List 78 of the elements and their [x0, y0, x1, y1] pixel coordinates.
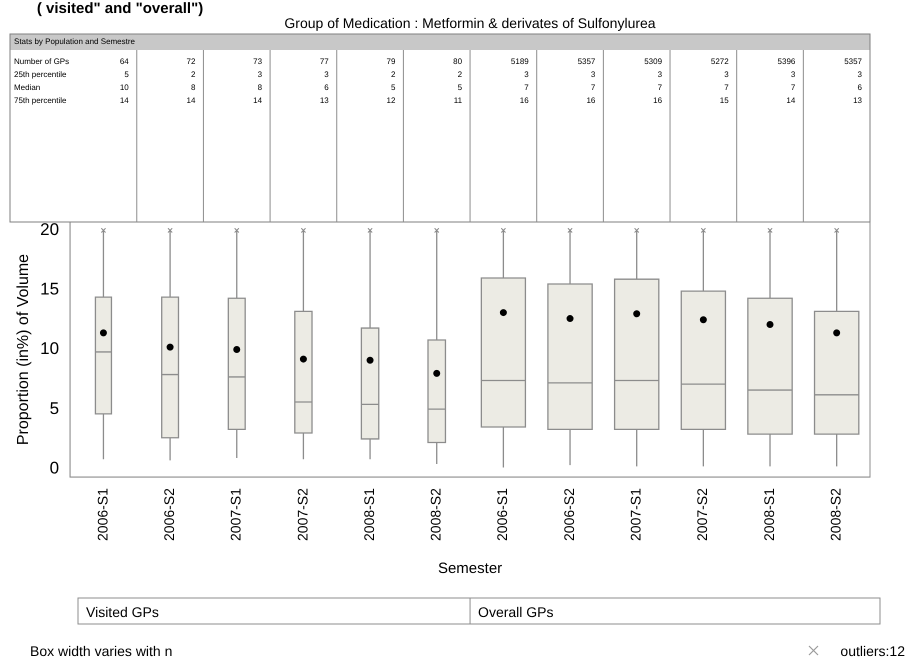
text: 8: [258, 83, 263, 92]
text: 2: [190, 70, 196, 80]
y-tick-label: 10: [40, 339, 60, 358]
x-tick-label: 2008-S1: [760, 488, 777, 542]
text: Number of GPs: [14, 57, 70, 66]
x-tick-label: 2007-S1: [228, 488, 244, 542]
text: 7: [790, 83, 796, 92]
x-tick-label: 2008-S1: [360, 488, 377, 542]
x-tick-label: 2007-S1: [628, 488, 644, 542]
text: 3: [258, 70, 263, 80]
text: 14: [186, 96, 196, 106]
text: 5: [458, 83, 463, 92]
text: 3: [324, 70, 330, 80]
text: 11: [454, 96, 463, 106]
text: 7: [590, 83, 596, 92]
x-tick-label: 2006-S1: [94, 488, 110, 542]
text: 13: [853, 96, 863, 106]
text: 3: [658, 70, 663, 80]
text: 5357: [578, 57, 596, 66]
y-tick-label: 15: [40, 280, 60, 299]
text: 25th percentile: [14, 70, 68, 80]
text: 14: [120, 96, 130, 106]
text: 12: [386, 96, 396, 106]
text: 75th percentile: [14, 96, 68, 106]
text: 6: [858, 83, 863, 92]
text: 5: [390, 83, 396, 92]
chart-subtitle: Group of Medication : Metformin & derivates of Sulfonylurea: [284, 14, 656, 31]
text: 6: [324, 83, 330, 92]
text: 2: [390, 70, 396, 80]
text: 5189: [510, 57, 530, 66]
text: Median: [14, 83, 40, 92]
text: 16: [586, 96, 596, 106]
text: 72: [186, 57, 196, 66]
text: 5: [124, 70, 130, 80]
text: 3: [724, 70, 730, 80]
text: 15: [720, 96, 730, 106]
x-tick-label: 2007-S2: [294, 488, 310, 542]
text: 13: [320, 96, 330, 106]
text: 14: [786, 96, 796, 106]
text: Stats by Population and Semestre: [14, 37, 136, 46]
x-tick-label: 2006-S1: [494, 488, 510, 542]
text: 5357: [844, 57, 863, 66]
text: 3: [524, 70, 530, 80]
text: outliers:12: [840, 642, 906, 659]
text: 77: [320, 57, 330, 66]
text: 5272: [710, 57, 730, 66]
text: 7: [658, 83, 663, 92]
chart-title: ( visited" and "overall"): [36, 0, 204, 18]
y-axis-title: Proportion (in%) of Volume: [15, 254, 32, 446]
text: 10: [120, 83, 130, 92]
y-tick-label: 5: [50, 398, 60, 418]
x-tick-label: 2006-S2: [560, 488, 577, 542]
text: Box width varies with n: [30, 642, 172, 659]
text: 16: [520, 96, 530, 106]
text: 7: [524, 83, 530, 92]
x-tick-label: 2008-S2: [828, 488, 844, 542]
text: 5396: [778, 57, 796, 66]
x-axis-title: Semester: [438, 560, 502, 578]
x-tick-label: 2008-S2: [428, 488, 444, 542]
text: 64: [120, 57, 130, 66]
text: 73: [253, 57, 263, 66]
text: 3: [590, 70, 596, 80]
x-tick-label: 2006-S2: [160, 488, 177, 542]
text: 3: [858, 70, 863, 80]
y-tick-label: 20: [40, 220, 60, 240]
text: 3: [790, 70, 796, 80]
text: 5309: [644, 57, 663, 66]
text: 7: [724, 83, 730, 92]
text: 80: [453, 57, 463, 66]
y-tick-label: 0: [50, 458, 60, 478]
text: 14: [253, 96, 263, 106]
x-tick-label: 2007-S2: [694, 488, 710, 542]
text: 8: [190, 83, 196, 92]
text: 79: [386, 57, 396, 66]
text: 16: [653, 96, 663, 106]
text: Visited GPs: [86, 604, 159, 620]
text: Overall GPs: [478, 604, 554, 620]
text: 2: [458, 70, 463, 80]
